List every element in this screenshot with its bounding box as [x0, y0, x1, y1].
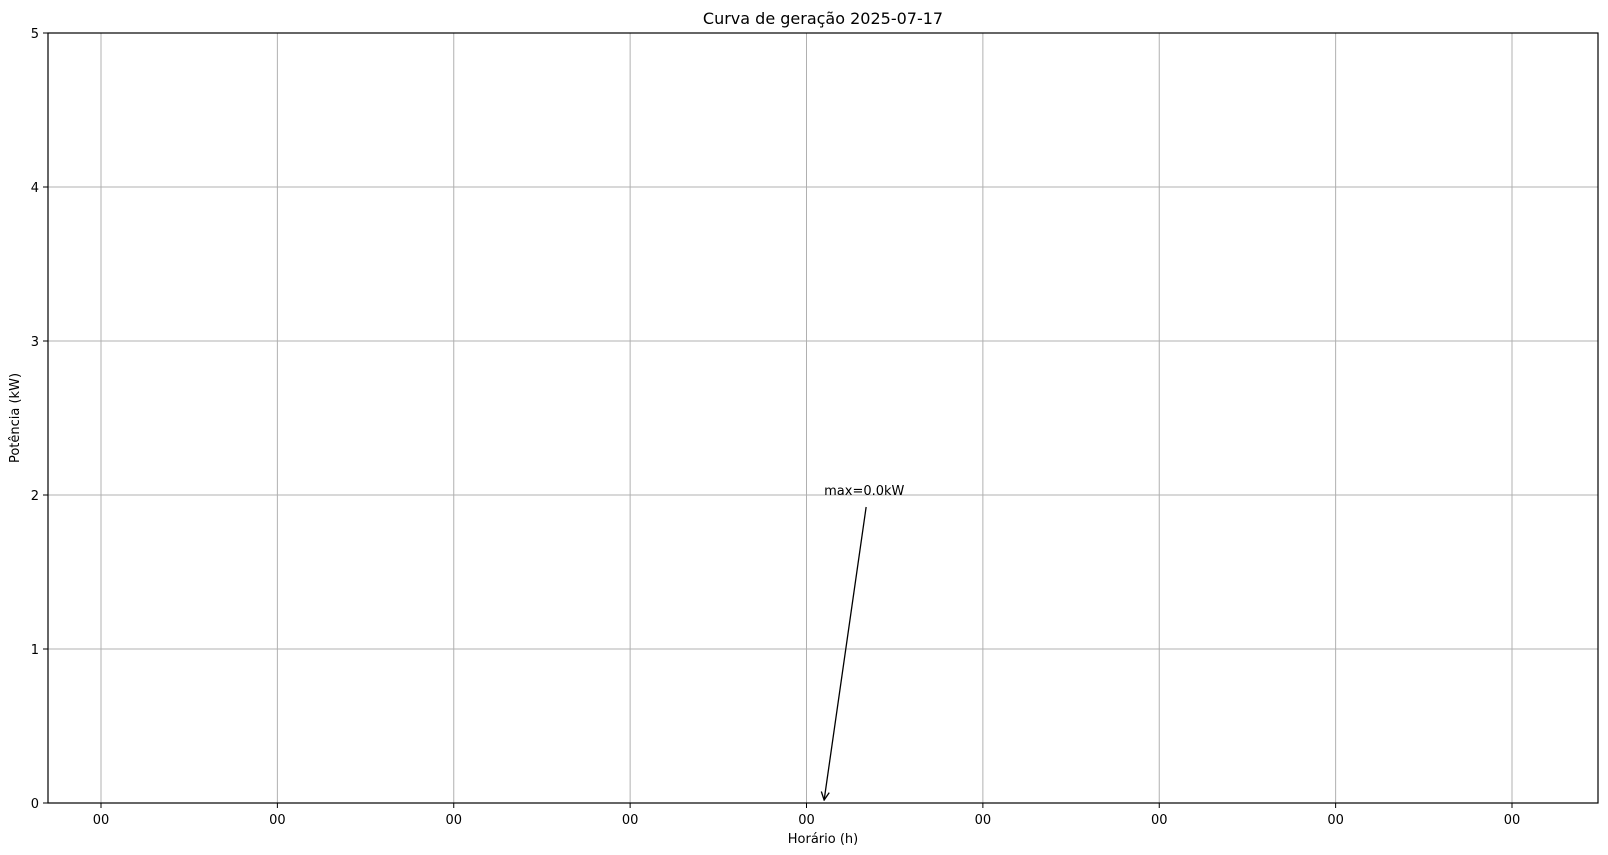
y-tick-label: 5 — [31, 27, 39, 42]
plot-frame — [47, 32, 1599, 804]
annotations: max=0.0kW — [824, 484, 905, 800]
x-tick-label: 00 — [975, 813, 992, 828]
y-tick-label: 1 — [31, 643, 39, 658]
y-tick-label: 2 — [31, 489, 39, 504]
x-tick-label: 00 — [269, 813, 286, 828]
max-annotation-label: max=0.0kW — [824, 484, 904, 499]
y-tick-label: 3 — [31, 335, 39, 350]
x-tick-label: 00 — [445, 813, 462, 828]
chart-title: Curva de geração 2025-07-17 — [703, 9, 943, 28]
y-axis-title: Potência (kW) — [8, 373, 23, 463]
max-annotation-arrow — [824, 506, 867, 800]
x-tick-label: 00 — [93, 813, 110, 828]
x-tick-label: 00 — [1327, 813, 1344, 828]
y-tick-label: 0 — [31, 797, 39, 812]
y-axis: 0 1 2 3 4 5 — [31, 27, 48, 812]
x-tick-label: 00 — [1504, 813, 1521, 828]
x-tick-label: 00 — [622, 813, 639, 828]
y-tick-label: 4 — [31, 181, 39, 196]
x-tick-label: 00 — [1151, 813, 1168, 828]
x-axis-title: Horário (h) — [788, 832, 858, 847]
x-tick-label: 00 — [798, 813, 815, 828]
x-axis: 00 00 00 00 00 00 00 00 00 — [93, 803, 1521, 828]
